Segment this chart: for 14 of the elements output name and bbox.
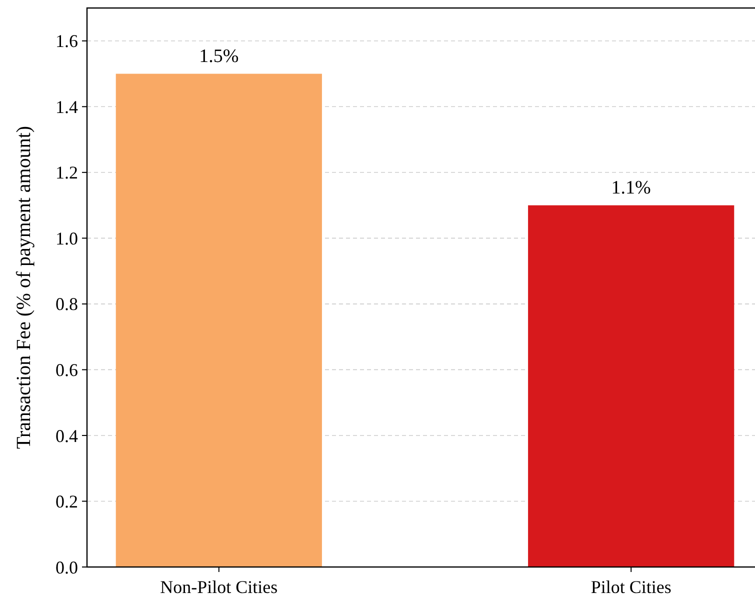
x-tick-label: Pilot Cities [590, 577, 672, 597]
y-tick-label: 1.0 [56, 228, 78, 248]
data-label: 1.1% [611, 177, 652, 198]
x-tick-label: Non-Pilot Cities [160, 577, 278, 597]
y-tick-label: 1.6 [56, 31, 78, 52]
data-label: 1.5% [199, 46, 239, 67]
y-tick-label: 0.4 [56, 426, 78, 446]
y-tick-label: 0.8 [56, 294, 78, 314]
y-tick-label: 1.4 [56, 96, 78, 117]
y-tick-label: 0.0 [56, 557, 78, 578]
y-tick-label: 1.2 [56, 162, 78, 183]
y-tick-label: 0.6 [56, 360, 78, 380]
y-tick-label: 0.2 [56, 492, 78, 512]
y-axis-title: Transaction Fee (% of payment amount) [13, 126, 35, 450]
